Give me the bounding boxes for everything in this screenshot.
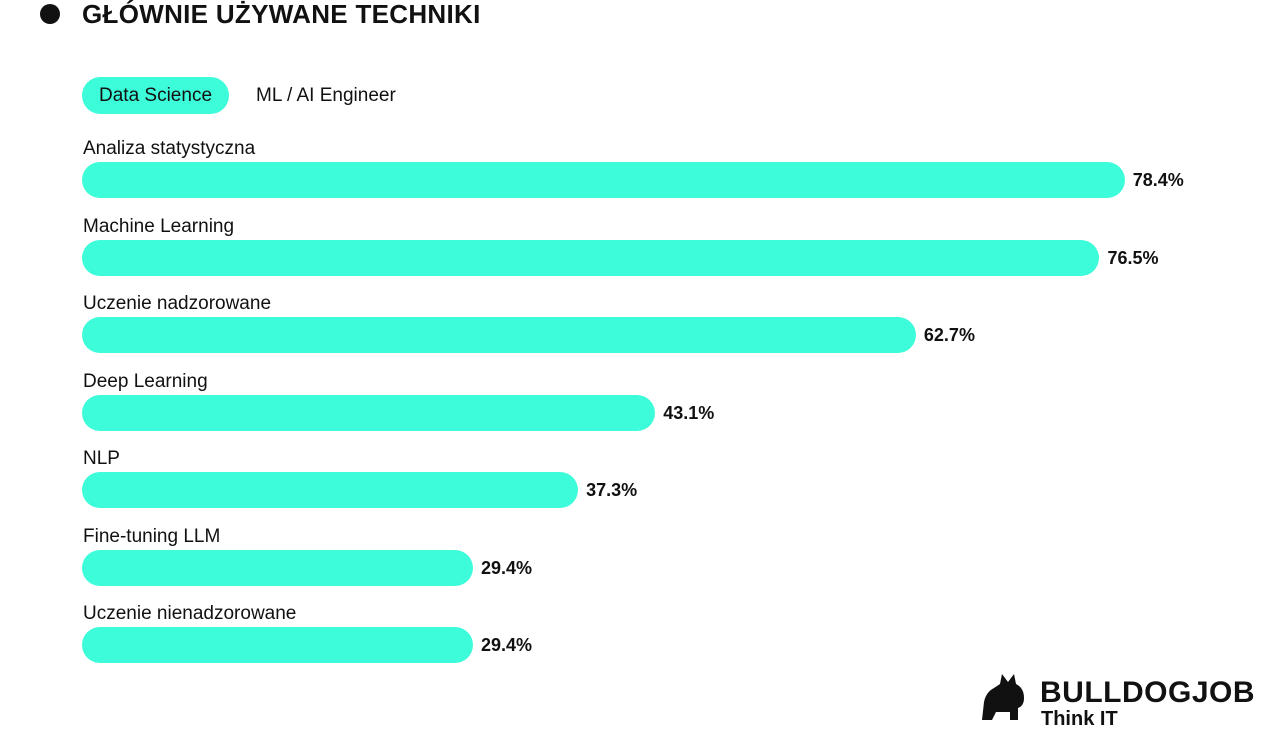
- value-label: 29.4%: [481, 635, 533, 655]
- bar: [82, 627, 474, 663]
- value-label: 78.4%: [1132, 170, 1184, 190]
- bullet-dot-icon: [40, 4, 60, 24]
- tab-data-science[interactable]: Data Science: [82, 77, 230, 114]
- bulldogjob-logo: BULLDOGJOB Think IT: [978, 672, 1268, 730]
- tab-ml-ai-engineer[interactable]: ML / AI Engineer: [256, 84, 396, 106]
- page-header: GŁÓWNIE UŻYWANE TECHNIKI: [40, 0, 481, 34]
- bar: [82, 317, 916, 353]
- category-label: NLP: [83, 448, 120, 469]
- category-label: Uczenie nadzorowane: [83, 293, 272, 314]
- category-label: Fine-tuning LLM: [83, 525, 221, 547]
- value-label: 43.1%: [663, 402, 715, 423]
- bar: [82, 549, 474, 586]
- value-label: 76.5%: [1107, 247, 1159, 268]
- bar: [82, 394, 656, 431]
- value-label: 62.7%: [923, 325, 975, 345]
- page-title: GŁÓWNIE UŻYWANE TECHNIKI: [82, 0, 481, 29]
- bulldog-icon: [982, 674, 1024, 720]
- value-label: 37.3%: [586, 480, 638, 500]
- logo-brand: BULLDOGJOB: [1040, 676, 1255, 709]
- value-label: 29.4%: [481, 557, 533, 578]
- category-label: Uczenie nienadzorowane: [83, 603, 297, 624]
- category-label: Analiza statystyczna: [83, 138, 256, 159]
- category-tabs: Data Science ML / AI Engineer: [82, 77, 413, 114]
- category-label: Machine Learning: [83, 215, 235, 237]
- bar: [82, 162, 1125, 198]
- category-label: Deep Learning: [83, 370, 208, 392]
- bar: [82, 472, 579, 508]
- bar: [82, 239, 1100, 276]
